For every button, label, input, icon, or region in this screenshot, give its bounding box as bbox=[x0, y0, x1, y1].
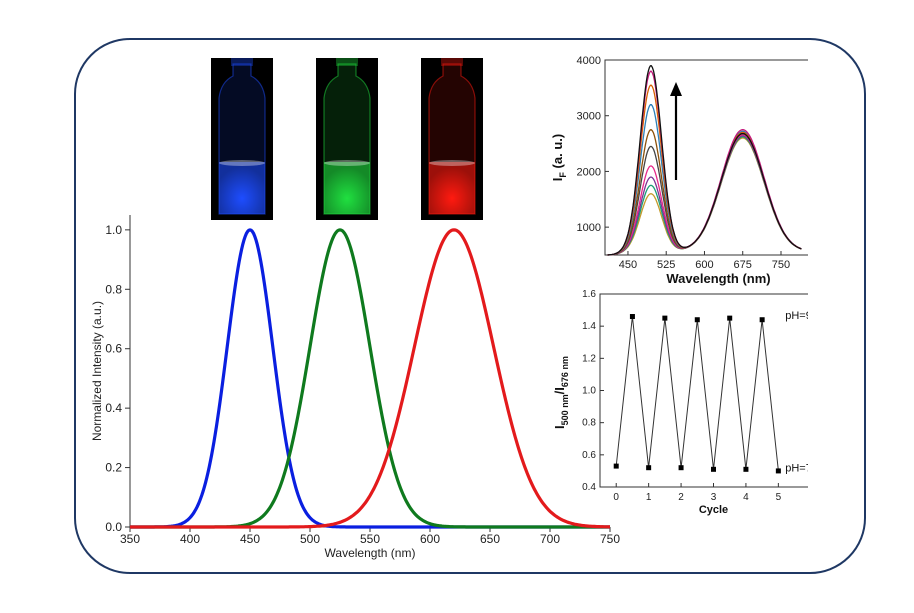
x-tick-label: 2 bbox=[678, 492, 684, 503]
y-tick-label: 2000 bbox=[577, 166, 601, 178]
ratio-point bbox=[629, 314, 635, 320]
red-emission-curve bbox=[130, 228, 610, 529]
y-axis-title-b-sub: 676 nm bbox=[560, 356, 570, 387]
ratio-point bbox=[727, 315, 733, 321]
x-tick-label: 500 bbox=[300, 532, 320, 546]
x-tick-label: 4 bbox=[743, 492, 749, 503]
blue-vial-meniscus bbox=[219, 160, 265, 166]
y-axis-title-a-sub: 500 nm bbox=[560, 394, 570, 425]
x-tick-label: 550 bbox=[360, 532, 380, 546]
x-tick-label: 0 bbox=[613, 492, 619, 503]
y-tick-label: 0.6 bbox=[105, 342, 122, 356]
blue-vial-cap bbox=[231, 58, 253, 66]
increase-arrow-head bbox=[670, 82, 682, 96]
x-tick-label: 600 bbox=[420, 532, 440, 546]
x-tick-label: 750 bbox=[772, 259, 790, 271]
red-vial-photo bbox=[421, 58, 483, 220]
x-tick-label: 3 bbox=[711, 492, 717, 503]
y-axis-title-b: /I bbox=[552, 387, 567, 394]
spectrum-curve bbox=[607, 65, 802, 256]
y-tick-label: 1.2 bbox=[582, 353, 596, 364]
ratio-point bbox=[775, 468, 781, 474]
y-axis-title-a: I bbox=[552, 425, 567, 429]
x-axis-title: Wavelength (nm) bbox=[666, 271, 770, 286]
y-tick-label: 3000 bbox=[577, 111, 601, 123]
x-tick-label: 1 bbox=[646, 492, 652, 503]
x-tick-label: 450 bbox=[240, 532, 260, 546]
x-tick-label: 750 bbox=[600, 532, 620, 546]
ph-spectra-chart: 4505256006757508251000200030004000Wavele… bbox=[550, 55, 808, 286]
y-axis-title-sub: F bbox=[558, 172, 568, 178]
blue-vial-liquid bbox=[219, 162, 265, 214]
x-tick-label: 400 bbox=[180, 532, 200, 546]
x-tick-label: 675 bbox=[734, 259, 752, 271]
y-tick-label: 0.2 bbox=[105, 461, 122, 475]
ratio-point bbox=[694, 317, 700, 323]
spectrum-curve bbox=[607, 136, 802, 256]
green-vial-meniscus bbox=[324, 160, 370, 166]
plot-frame bbox=[604, 59, 808, 256]
x-tick-label: 650 bbox=[480, 532, 500, 546]
red-vial-cap bbox=[441, 58, 463, 66]
y-tick-label: 0.4 bbox=[105, 401, 122, 415]
red-vial-liquid bbox=[429, 162, 475, 214]
x-tick-label: 600 bbox=[695, 259, 713, 271]
blue-vial-photo bbox=[211, 58, 273, 220]
y-tick-label: 1000 bbox=[577, 222, 601, 234]
x-axis-title: Wavelength (nm) bbox=[325, 546, 416, 560]
x-tick-label: 5 bbox=[776, 492, 782, 503]
y-tick-label: 0.6 bbox=[582, 450, 596, 461]
ratio-point bbox=[759, 317, 765, 323]
y-tick-label: 4000 bbox=[577, 55, 601, 67]
ratio-point bbox=[662, 315, 668, 321]
x-tick-label: 350 bbox=[120, 532, 140, 546]
y-axis-title: Normalized Intensity (a.u.) bbox=[90, 301, 104, 441]
y-tick-label: 1.6 bbox=[582, 289, 596, 300]
x-tick-label: 700 bbox=[540, 532, 560, 546]
x-tick-label: 450 bbox=[619, 259, 637, 271]
ratio-point bbox=[613, 463, 619, 469]
green-vial-cap bbox=[336, 58, 358, 66]
y-tick-label: 1.4 bbox=[582, 321, 596, 332]
spectrum-curve bbox=[607, 137, 802, 256]
ratio-point bbox=[711, 466, 716, 472]
y-axis-title: I500 nm/I676 nm bbox=[552, 356, 570, 429]
ph-high-label: pH=9.5 bbox=[785, 310, 808, 322]
y-tick-label: 1.0 bbox=[582, 386, 596, 397]
ratio-point bbox=[646, 465, 652, 471]
ph-low-label: pH=7.5 bbox=[785, 463, 808, 475]
ratio-line bbox=[615, 316, 779, 471]
normalized-emission-chart: 350 400 450 500 550 600 650 700 750 0.0 0.2 0.4 0.6 0… bbox=[90, 215, 620, 560]
y-tick-label: 0.0 bbox=[105, 520, 122, 534]
green-vial-graphic bbox=[323, 58, 371, 215]
blue-vial-graphic bbox=[218, 58, 266, 215]
y-axis-title: IF (a. u.) bbox=[550, 134, 568, 181]
green-emission-curve bbox=[130, 228, 610, 529]
y-tick-label: 0.4 bbox=[582, 482, 596, 493]
y-tick-label: 0.8 bbox=[582, 418, 596, 429]
red-vial-graphic bbox=[428, 58, 476, 215]
y-axis-title-rest: (a. u.) bbox=[550, 134, 565, 172]
green-vial-photo bbox=[316, 58, 378, 220]
x-axis-title: Cycle bbox=[699, 504, 728, 516]
y-tick-label: 1.0 bbox=[105, 223, 122, 237]
ratio-point bbox=[678, 465, 684, 471]
blue-emission-curve bbox=[130, 228, 610, 529]
y-axis-title-main: I bbox=[550, 178, 565, 182]
green-vial-liquid bbox=[324, 162, 370, 214]
red-vial-meniscus bbox=[429, 160, 475, 166]
x-tick-label: 525 bbox=[657, 259, 675, 271]
y-tick-label: 0.8 bbox=[105, 282, 122, 296]
ratio-point bbox=[743, 466, 749, 472]
